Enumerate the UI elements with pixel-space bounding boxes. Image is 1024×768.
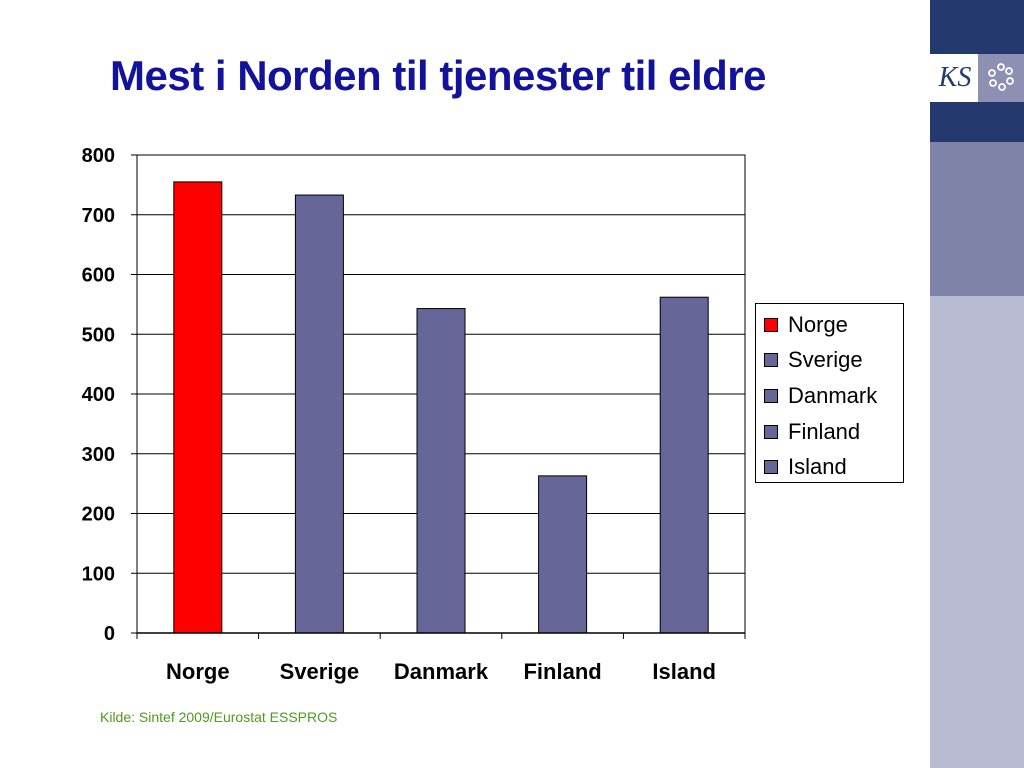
bar-chart: 0 100 200 300 400 500 600 700 800 Norge Sverige Dan… bbox=[82, 145, 746, 684]
y-tick-label: 300 bbox=[82, 444, 115, 466]
y-tick-label: 500 bbox=[82, 324, 115, 346]
legend-label: Island bbox=[788, 454, 847, 479]
legend-item-finland: Finland bbox=[764, 417, 860, 447]
y-tick-label: 200 bbox=[82, 504, 115, 526]
x-tick-label: Finland bbox=[523, 659, 601, 684]
sidebar-band-navy-top bbox=[930, 0, 1024, 54]
bar-finland bbox=[538, 475, 588, 634]
bar-norge bbox=[173, 181, 223, 634]
x-tick-label: Norge bbox=[166, 659, 230, 684]
legend-swatch bbox=[764, 460, 778, 474]
x-tick-label: Danmark bbox=[394, 659, 489, 684]
legend-swatch bbox=[764, 353, 778, 367]
decorative-sidebar: KS bbox=[930, 0, 1024, 768]
x-tick-label: Island bbox=[652, 659, 716, 684]
chart-legend: Norge Sverige Danmark Finland Island bbox=[755, 303, 904, 483]
bar-sverige bbox=[294, 194, 344, 634]
y-tick-label: 0 bbox=[104, 623, 115, 645]
legend-label: Danmark bbox=[788, 383, 878, 408]
y-tick-label: 600 bbox=[82, 265, 115, 287]
y-tick-label: 400 bbox=[82, 384, 115, 406]
legend-item-sverige: Sverige bbox=[764, 345, 863, 375]
legend-label: Sverige bbox=[788, 347, 863, 372]
legend-label: Norge bbox=[788, 312, 848, 337]
slide-title: Mest i Norden til tjenester til eldre bbox=[110, 52, 766, 99]
y-tick-label: 800 bbox=[82, 145, 115, 167]
source-note: Kilde: Sintef 2009/Eurostat ESSPROS bbox=[100, 709, 338, 725]
ks-ring-icon bbox=[978, 54, 1024, 102]
y-tick-label: 700 bbox=[82, 205, 115, 227]
ks-logo-text: KS bbox=[934, 60, 976, 96]
legend-item-norge: Norge bbox=[764, 310, 848, 340]
legend-swatch bbox=[764, 318, 778, 332]
legend-item-danmark: Danmark bbox=[764, 381, 877, 411]
sidebar-band-light bbox=[930, 296, 1024, 768]
bar-danmark bbox=[416, 308, 466, 634]
legend-swatch bbox=[764, 389, 778, 403]
legend-label: Finland bbox=[788, 419, 861, 444]
legend-swatch bbox=[764, 425, 778, 439]
y-tick-label: 100 bbox=[82, 563, 115, 585]
sidebar-band-mid bbox=[930, 142, 1024, 296]
ks-logo: KS bbox=[930, 54, 1024, 102]
x-tick-label: Sverige bbox=[280, 659, 360, 684]
bar-island bbox=[659, 296, 709, 634]
sidebar-band-navy bbox=[930, 102, 1024, 142]
legend-item-island: Island bbox=[764, 452, 847, 482]
